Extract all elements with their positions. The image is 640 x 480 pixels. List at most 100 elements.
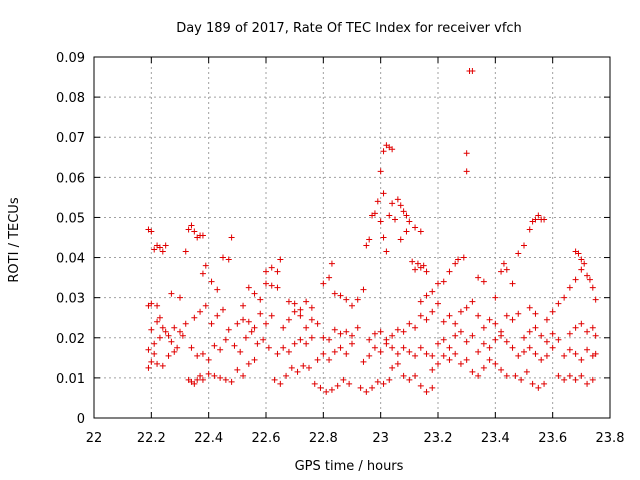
data-point (151, 350, 158, 357)
data-point (409, 258, 416, 265)
data-point (168, 290, 175, 297)
data-point (274, 284, 281, 291)
data-point (403, 212, 410, 219)
data-point (535, 384, 542, 391)
data-point (400, 208, 407, 215)
data-point (394, 196, 401, 203)
data-point (199, 232, 206, 239)
data-point (185, 226, 192, 233)
data-point (397, 202, 404, 209)
data-point (317, 384, 324, 391)
data-point (211, 342, 218, 349)
data-point (217, 346, 224, 353)
data-point (589, 376, 596, 383)
data-point (457, 328, 464, 335)
data-point (234, 320, 241, 327)
data-point (326, 336, 333, 343)
data-point (191, 314, 198, 321)
data-point (220, 306, 226, 313)
data-point (475, 372, 482, 379)
data-point (423, 350, 430, 357)
data-point (165, 352, 172, 359)
data-point (440, 278, 447, 285)
data-point (159, 324, 166, 331)
data-point (561, 376, 568, 383)
data-point (578, 266, 585, 273)
plot-frame (93, 56, 611, 419)
data-point (328, 260, 335, 267)
data-point (457, 308, 464, 315)
data-point (492, 294, 499, 301)
y-tick-label: 0.04 (56, 252, 85, 267)
x-tick-label: 23.6 (538, 431, 567, 446)
data-point (389, 200, 396, 207)
data-point (503, 338, 510, 345)
data-point (257, 296, 264, 303)
data-point (581, 260, 588, 267)
data-point (400, 372, 407, 379)
data-point (148, 300, 155, 307)
data-point (429, 288, 436, 295)
x-tick-label: 22 (86, 431, 103, 446)
data-point (584, 328, 591, 335)
data-point (251, 324, 258, 331)
data-point (503, 372, 510, 379)
data-point (561, 294, 568, 301)
data-point (543, 352, 550, 359)
data-point (331, 326, 338, 333)
data-point (417, 298, 424, 305)
data-point (343, 328, 350, 335)
data-point (377, 218, 384, 225)
data-point (277, 256, 284, 263)
data-point (205, 370, 212, 377)
y-axis: 0 0.01 0.02 0.03 0.04 0.05 0.06 0.07 0.08 0.09 (56, 51, 610, 427)
data-point (532, 350, 539, 357)
data-point (165, 332, 172, 339)
data-point (512, 372, 519, 379)
data-point (440, 352, 447, 359)
data-point (168, 338, 175, 345)
data-point (417, 312, 424, 319)
data-point (518, 376, 525, 383)
x-tick-label: 23.8 (596, 431, 625, 446)
data-point (194, 376, 201, 383)
data-point (509, 316, 516, 323)
data-point (463, 338, 470, 345)
data-point (403, 228, 410, 235)
data-point (532, 216, 539, 223)
data-point (366, 352, 373, 359)
data-point (420, 262, 427, 269)
data-point (371, 344, 378, 351)
y-tick-label: 0.08 (56, 91, 85, 106)
data-point (423, 268, 430, 275)
data-point (214, 286, 221, 293)
data-point (231, 342, 238, 349)
data-point (515, 310, 522, 317)
data-point (529, 380, 536, 387)
data-point (377, 168, 384, 175)
x-axis-label: GPS time / hours (295, 459, 404, 474)
data-point (535, 212, 542, 219)
data-point (245, 318, 252, 325)
data-point (480, 324, 487, 331)
data-point (271, 376, 278, 383)
data-point (363, 388, 370, 395)
data-point (303, 298, 310, 305)
data-point (291, 300, 298, 307)
data-point (291, 308, 298, 315)
data-point (383, 336, 390, 343)
y-tick-label: 0.02 (56, 332, 85, 347)
data-point (509, 280, 516, 287)
data-point (400, 328, 407, 335)
data-point (240, 302, 247, 309)
data-point (469, 368, 476, 375)
x-tick-label: 23 (372, 431, 389, 446)
data-point (389, 344, 396, 351)
x-tick-label: 23.4 (481, 431, 510, 446)
data-point (572, 376, 579, 383)
data-point (220, 254, 226, 261)
data-point (423, 292, 430, 299)
data-point (303, 324, 310, 331)
data-point (394, 350, 401, 357)
data-point (515, 250, 522, 257)
